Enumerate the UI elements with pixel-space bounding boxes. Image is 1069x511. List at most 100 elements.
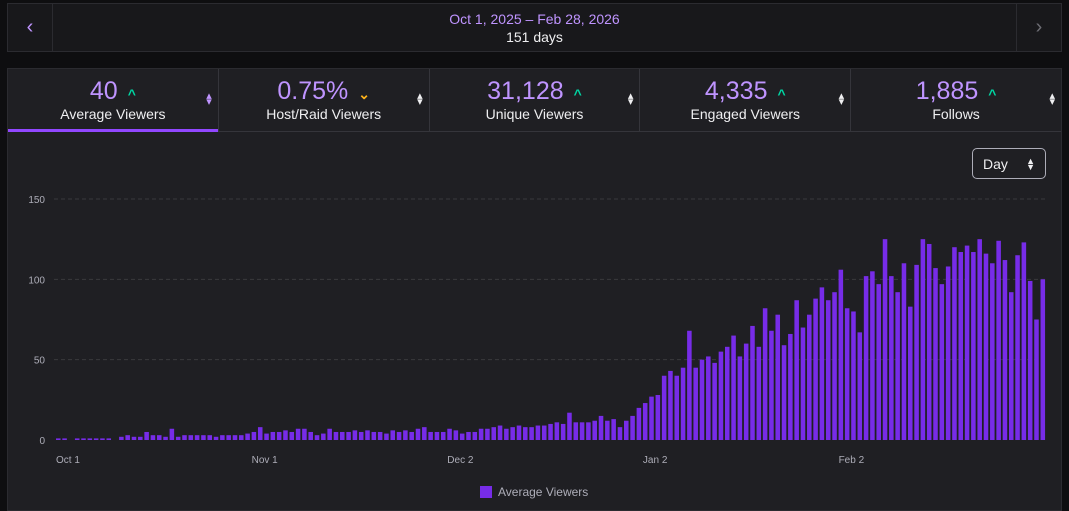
bar[interactable] — [81, 438, 86, 440]
tab-follows[interactable]: 1,885 ^ Follows ▴ ▾ — [851, 69, 1061, 131]
sort-icon[interactable]: ▴ ▾ — [1049, 90, 1055, 108]
bar[interactable] — [1040, 279, 1046, 440]
bar[interactable] — [586, 422, 591, 440]
bar[interactable] — [971, 252, 976, 440]
bar[interactable] — [377, 431, 383, 440]
bar[interactable] — [775, 314, 781, 440]
bar[interactable] — [529, 427, 534, 440]
bar[interactable] — [661, 375, 667, 440]
bar[interactable] — [74, 438, 80, 440]
bar[interactable] — [674, 375, 680, 440]
bar[interactable] — [194, 435, 200, 440]
bar[interactable] — [611, 419, 616, 440]
bar[interactable] — [737, 356, 743, 440]
bar[interactable] — [62, 438, 67, 440]
bar[interactable] — [870, 271, 875, 440]
bar[interactable] — [680, 367, 686, 440]
bar[interactable] — [624, 420, 629, 440]
bar[interactable] — [573, 422, 579, 440]
bar[interactable] — [409, 431, 414, 440]
bar[interactable] — [964, 245, 970, 440]
bar[interactable] — [308, 431, 313, 440]
bar[interactable] — [289, 431, 295, 440]
bar[interactable] — [352, 430, 358, 440]
bar[interactable] — [832, 292, 837, 440]
bar[interactable] — [384, 433, 389, 440]
bar[interactable] — [523, 427, 528, 440]
bar[interactable] — [138, 436, 143, 440]
bar[interactable] — [472, 431, 478, 440]
tab-engaged-viewers[interactable]: 4,335 ^ Engaged Viewers ▴ ▾ — [640, 69, 852, 131]
sort-icon[interactable]: ▴ ▾ — [627, 90, 634, 108]
bar[interactable] — [630, 415, 635, 440]
bar[interactable] — [756, 346, 762, 440]
bar[interactable] — [106, 438, 112, 440]
previous-period-button[interactable]: ‹ — [8, 4, 53, 51]
bar[interactable] — [491, 427, 497, 440]
bar[interactable] — [251, 431, 257, 440]
bar[interactable] — [788, 333, 793, 440]
bar[interactable] — [889, 276, 894, 440]
bar[interactable] — [819, 287, 825, 440]
bar[interactable] — [295, 428, 301, 440]
bar[interactable] — [541, 425, 547, 440]
bar[interactable] — [548, 423, 553, 440]
bar[interactable] — [851, 311, 856, 440]
bar[interactable] — [863, 276, 869, 440]
bar[interactable] — [169, 428, 175, 440]
bar[interactable] — [781, 345, 787, 440]
bar[interactable] — [232, 435, 238, 440]
bar[interactable] — [560, 423, 566, 440]
bar[interactable] — [453, 430, 459, 440]
bar[interactable] — [901, 263, 907, 440]
bar[interactable] — [693, 367, 698, 440]
bar[interactable] — [724, 346, 730, 440]
sort-icon[interactable]: ▴ ▾ — [206, 90, 212, 108]
bar[interactable] — [201, 435, 206, 440]
bar[interactable] — [813, 298, 818, 440]
bar[interactable] — [207, 435, 213, 440]
bar[interactable] — [617, 427, 623, 440]
bar[interactable] — [750, 325, 755, 440]
bar[interactable] — [876, 284, 881, 440]
bar[interactable] — [706, 356, 711, 440]
bar[interactable] — [478, 428, 484, 440]
bar[interactable] — [699, 359, 705, 440]
bar[interactable] — [220, 435, 225, 440]
bar[interactable] — [156, 435, 162, 440]
bar[interactable] — [415, 428, 421, 440]
bar[interactable] — [321, 433, 326, 440]
bar[interactable] — [712, 362, 717, 440]
bar[interactable] — [163, 436, 168, 440]
bar[interactable] — [283, 430, 288, 440]
bar[interactable] — [743, 343, 749, 440]
bar[interactable] — [365, 430, 370, 440]
bar[interactable] — [825, 300, 831, 440]
bar[interactable] — [920, 239, 926, 440]
bar[interactable] — [213, 436, 219, 440]
next-period-button[interactable]: › — [1016, 4, 1061, 51]
bar[interactable] — [302, 428, 307, 440]
bar[interactable] — [504, 428, 509, 440]
bar[interactable] — [396, 431, 402, 440]
tab-host-raid-viewers[interactable]: 0.75% ⌄ Host/Raid Viewers ▴ ▾ — [219, 69, 430, 131]
sort-icon[interactable]: ▴ ▾ — [838, 90, 845, 108]
bar[interactable] — [188, 435, 194, 440]
bar[interactable] — [914, 264, 919, 440]
bar[interactable] — [554, 422, 560, 440]
bar[interactable] — [642, 403, 648, 440]
bar[interactable] — [87, 438, 93, 440]
bar[interactable] — [908, 306, 913, 440]
bar[interactable] — [933, 268, 938, 440]
bar[interactable] — [687, 330, 692, 440]
bar[interactable] — [264, 433, 269, 440]
bar[interactable] — [131, 436, 137, 440]
bar[interactable] — [340, 431, 345, 440]
bar[interactable] — [314, 435, 320, 440]
bar[interactable] — [1034, 319, 1039, 441]
bar[interactable] — [769, 330, 774, 440]
sort-icon[interactable]: ▴ ▾ — [417, 90, 423, 108]
bar[interactable] — [958, 252, 964, 440]
bar[interactable] — [579, 422, 585, 440]
bar[interactable] — [144, 431, 149, 440]
